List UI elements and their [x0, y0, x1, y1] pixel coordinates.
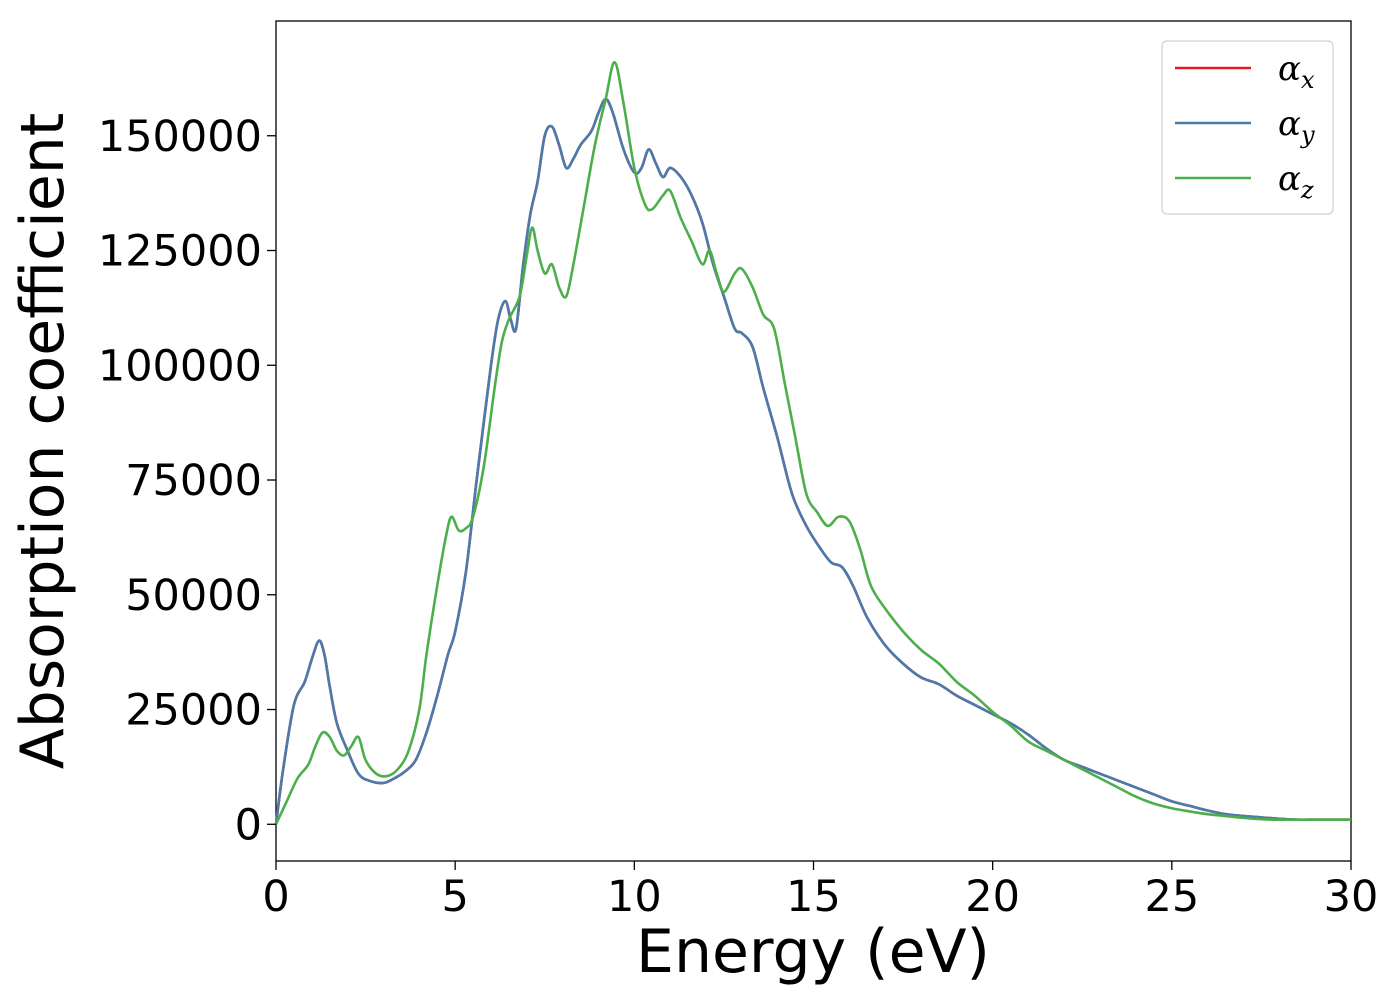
- y-tick-label: 75000: [125, 456, 262, 506]
- legend-label-x: αx: [1278, 49, 1315, 94]
- x-tick-label: 30: [1324, 872, 1379, 922]
- series-line-y: [274, 97, 1351, 825]
- x-tick-label: 25: [1144, 872, 1199, 922]
- y-tick-label: 50000: [125, 571, 262, 621]
- x-tick-label: 10: [607, 872, 662, 922]
- y-tick-label: 25000: [125, 686, 262, 736]
- y-tick-label: 125000: [98, 227, 262, 277]
- legend-label-y: αy: [1278, 104, 1315, 149]
- x-tick-label: 0: [262, 872, 289, 922]
- legend-label-z: αz: [1278, 159, 1314, 204]
- x-tick-label: 20: [965, 872, 1020, 922]
- y-axis-ticks: 0 25000 50000 75000 100000 125000 150000: [98, 112, 276, 850]
- series-layer: [274, 61, 1351, 825]
- y-tick-label: 0: [235, 800, 262, 850]
- y-tick-label: 150000: [98, 112, 262, 162]
- x-tick-label: 15: [786, 872, 841, 922]
- series-line-z: [274, 61, 1351, 825]
- x-tick-label: 5: [441, 872, 468, 922]
- x-axis-title: Energy (eV): [636, 917, 990, 987]
- y-tick-label: 100000: [98, 341, 262, 391]
- legend-box: [1161, 40, 1334, 215]
- y-axis-title: Absorption coefficient: [8, 113, 78, 770]
- legend: αx αy αz: [1161, 40, 1334, 215]
- x-axis-ticks: 0 5 10 15 20 25 30: [262, 861, 1378, 922]
